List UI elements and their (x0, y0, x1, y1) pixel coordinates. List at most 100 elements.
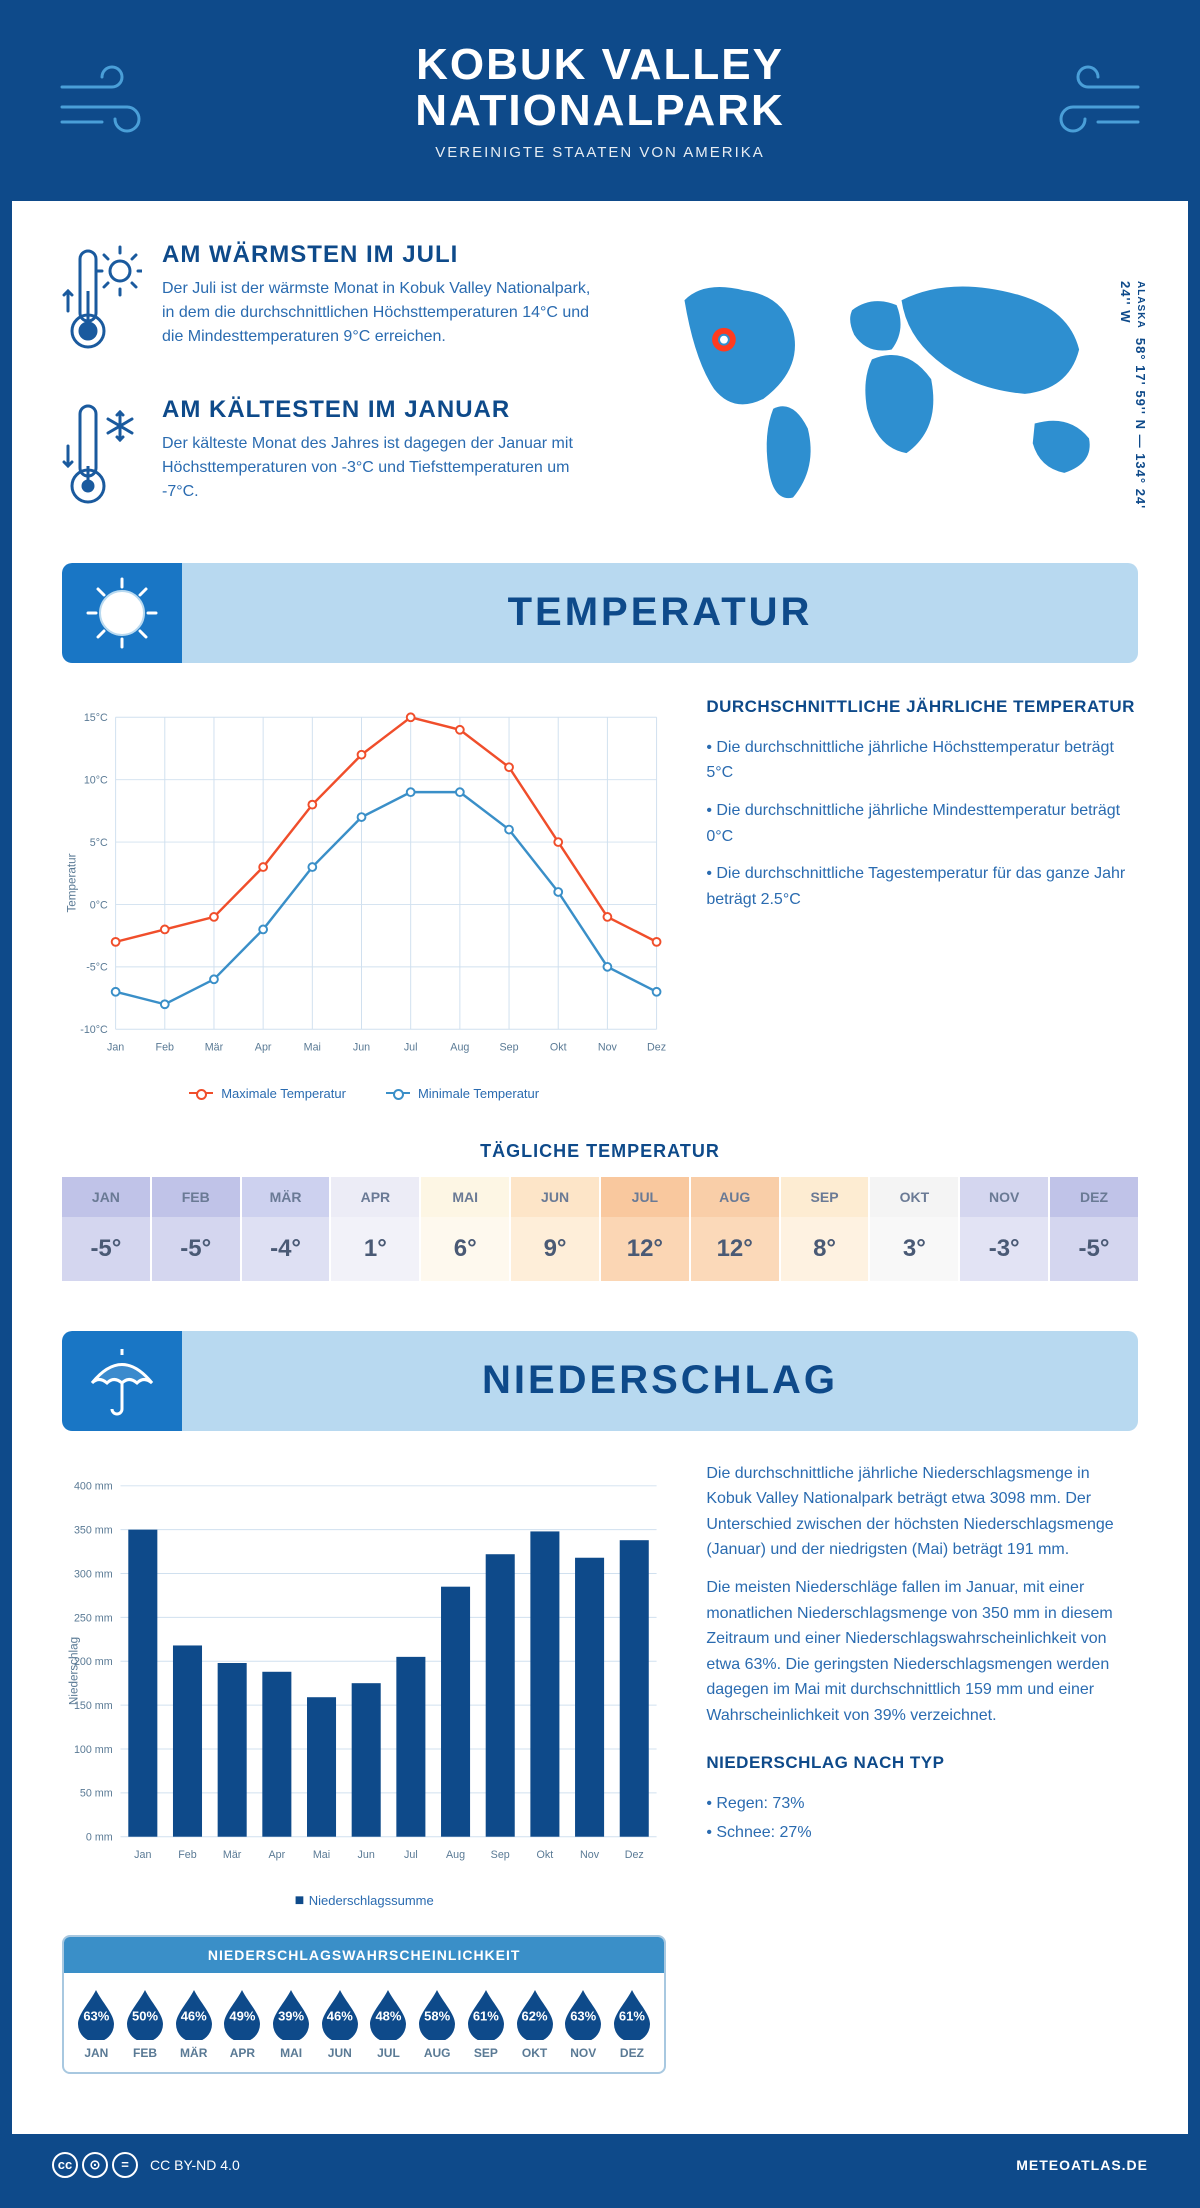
temp-cell: DEZ-5° (1050, 1177, 1138, 1281)
temp-chart-legend: Maximale Temperatur Minimale Temperatur (62, 1086, 666, 1101)
svg-text:Jun: Jun (353, 1041, 370, 1053)
svg-text:Jan: Jan (107, 1041, 124, 1053)
wind-icon-left (52, 62, 162, 142)
fact-cold-text: Der kälteste Monat des Jahres ist dagege… (162, 432, 605, 504)
svg-text:350 mm: 350 mm (74, 1524, 113, 1536)
raindrop-icon: 48% (366, 1988, 410, 2040)
svg-text:Niederschlag: Niederschlag (68, 1637, 81, 1705)
umbrella-icon (62, 1331, 182, 1431)
raindrop-icon: 62% (513, 1988, 557, 2040)
temperature-banner: TEMPERATUR (62, 563, 1138, 663)
page-title: KOBUK VALLEYNATIONALPARK (162, 42, 1038, 134)
precipitation-bar-chart: 0 mm50 mm100 mm150 mm200 mm250 mm300 mm3… (62, 1461, 666, 1881)
license-text: CC BY-ND 4.0 (150, 2157, 240, 2173)
prob-cell: 46%MÄR (169, 1988, 218, 2060)
precip-info-box: Die durchschnittliche jährliche Niedersc… (706, 1461, 1138, 2074)
sun-icon (62, 563, 182, 663)
raindrop-icon: 63% (74, 1988, 118, 2040)
temp-cell: NOV-3° (960, 1177, 1050, 1281)
svg-text:Dez: Dez (647, 1041, 666, 1053)
raindrop-icon: 46% (172, 1988, 216, 2040)
world-map (645, 241, 1138, 522)
svg-text:Sep: Sep (491, 1849, 510, 1861)
raindrop-icon: 63% (561, 1988, 605, 2040)
svg-text:Nov: Nov (580, 1849, 600, 1861)
temp-cell: JUN9° (511, 1177, 601, 1281)
svg-text:100 mm: 100 mm (74, 1744, 113, 1756)
daily-temp-title: TÄGLICHE TEMPERATUR (62, 1141, 1138, 1162)
svg-text:Temperatur: Temperatur (66, 853, 79, 912)
raindrop-icon: 58% (415, 1988, 459, 2040)
svg-text:10°C: 10°C (84, 774, 108, 786)
temp-cell: AUG12° (691, 1177, 781, 1281)
cc-license-icons: cc⊙= (52, 2152, 138, 2178)
svg-text:50 mm: 50 mm (80, 1787, 113, 1799)
thermometer-sun-icon (62, 241, 142, 366)
prob-cell: 50%FEB (121, 1988, 170, 2060)
prob-cell: 46%JUN (315, 1988, 364, 2060)
daily-temp-table: JAN-5°FEB-5°MÄR-4°APR1°MAI6°JUN9°JUL12°A… (62, 1177, 1138, 1281)
fact-coldest: AM KÄLTESTEN IM JANUAR Der kälteste Mona… (62, 396, 605, 521)
svg-text:Dez: Dez (625, 1849, 644, 1861)
prob-cell: 61%DEZ (608, 1988, 657, 2060)
prob-cell: 61%SEP (462, 1988, 511, 2060)
raindrop-icon: 39% (269, 1988, 313, 2040)
svg-text:Feb: Feb (178, 1849, 197, 1861)
prob-cell: 48%JUL (364, 1988, 413, 2060)
prob-title: NIEDERSCHLAGSWAHRSCHEINLICHKEIT (64, 1937, 664, 1973)
coordinates: ALASKA 58° 17' 59'' N — 134° 24' 24'' W (1118, 281, 1148, 522)
raindrop-icon: 49% (220, 1988, 264, 2040)
raindrop-icon: 61% (464, 1988, 508, 2040)
temp-cell: JUL12° (601, 1177, 691, 1281)
temp-cell: SEP8° (781, 1177, 871, 1281)
site-name: METEOATLAS.DE (1016, 2157, 1148, 2173)
svg-text:Jul: Jul (404, 1849, 418, 1861)
svg-text:Apr: Apr (255, 1041, 272, 1053)
svg-text:Aug: Aug (450, 1041, 469, 1053)
svg-text:Okt: Okt (537, 1849, 554, 1861)
svg-text:Jun: Jun (358, 1849, 375, 1861)
temp-cell: FEB-5° (152, 1177, 242, 1281)
temp-cell: OKT3° (870, 1177, 960, 1281)
raindrop-icon: 46% (318, 1988, 362, 2040)
svg-text:250 mm: 250 mm (74, 1612, 113, 1624)
svg-text:Nov: Nov (598, 1041, 618, 1053)
temperature-line-chart: -10°C-5°C0°C5°C10°C15°CJanFebMärAprMaiJu… (62, 693, 666, 1073)
precip-chart-legend: Niederschlagssumme (62, 1892, 666, 1910)
fact-cold-title: AM KÄLTESTEN IM JANUAR (162, 396, 605, 424)
temp-cell: MÄR-4° (242, 1177, 332, 1281)
svg-text:15°C: 15°C (84, 712, 108, 724)
precip-banner-title: NIEDERSCHLAG (182, 1358, 1138, 1403)
fact-warm-title: AM WÄRMSTEN IM JULI (162, 241, 605, 269)
svg-text:300 mm: 300 mm (74, 1568, 113, 1580)
svg-text:Mär: Mär (223, 1849, 242, 1861)
prob-cell: 63%JAN (72, 1988, 121, 2060)
temp-banner-title: TEMPERATUR (182, 590, 1138, 635)
svg-text:Mai: Mai (304, 1041, 321, 1053)
temp-cell: APR1° (331, 1177, 421, 1281)
raindrop-icon: 50% (123, 1988, 167, 2040)
svg-text:Okt: Okt (550, 1041, 567, 1053)
svg-text:Feb: Feb (156, 1041, 175, 1053)
wind-icon-right (1038, 62, 1148, 142)
precip-probability-box: NIEDERSCHLAGSWAHRSCHEINLICHKEIT 63%JAN50… (62, 1935, 666, 2074)
svg-text:Apr: Apr (269, 1849, 286, 1861)
temp-cell: MAI6° (421, 1177, 511, 1281)
precipitation-banner: NIEDERSCHLAG (62, 1331, 1138, 1431)
page-subtitle: VEREINIGTE STAATEN VON AMERIKA (162, 144, 1038, 161)
fact-warm-text: Der Juli ist der wärmste Monat in Kobuk … (162, 277, 605, 349)
page-header: KOBUK VALLEYNATIONALPARK VEREINIGTE STAA… (12, 12, 1188, 201)
prob-cell: 62%OKT (510, 1988, 559, 2060)
prob-cell: 63%NOV (559, 1988, 608, 2060)
fact-warmest: AM WÄRMSTEN IM JULI Der Juli ist der wär… (62, 241, 605, 366)
svg-text:Mär: Mär (205, 1041, 224, 1053)
svg-text:400 mm: 400 mm (74, 1480, 113, 1492)
raindrop-icon: 61% (610, 1988, 654, 2040)
thermometer-snow-icon (62, 396, 142, 521)
page-footer: cc⊙= CC BY-ND 4.0 METEOATLAS.DE (12, 2134, 1188, 2196)
svg-text:-10°C: -10°C (80, 1024, 108, 1036)
svg-text:Jul: Jul (404, 1041, 418, 1053)
svg-text:0°C: 0°C (90, 899, 108, 911)
svg-text:0 mm: 0 mm (86, 1831, 113, 1843)
prob-cell: 49%APR (218, 1988, 267, 2060)
